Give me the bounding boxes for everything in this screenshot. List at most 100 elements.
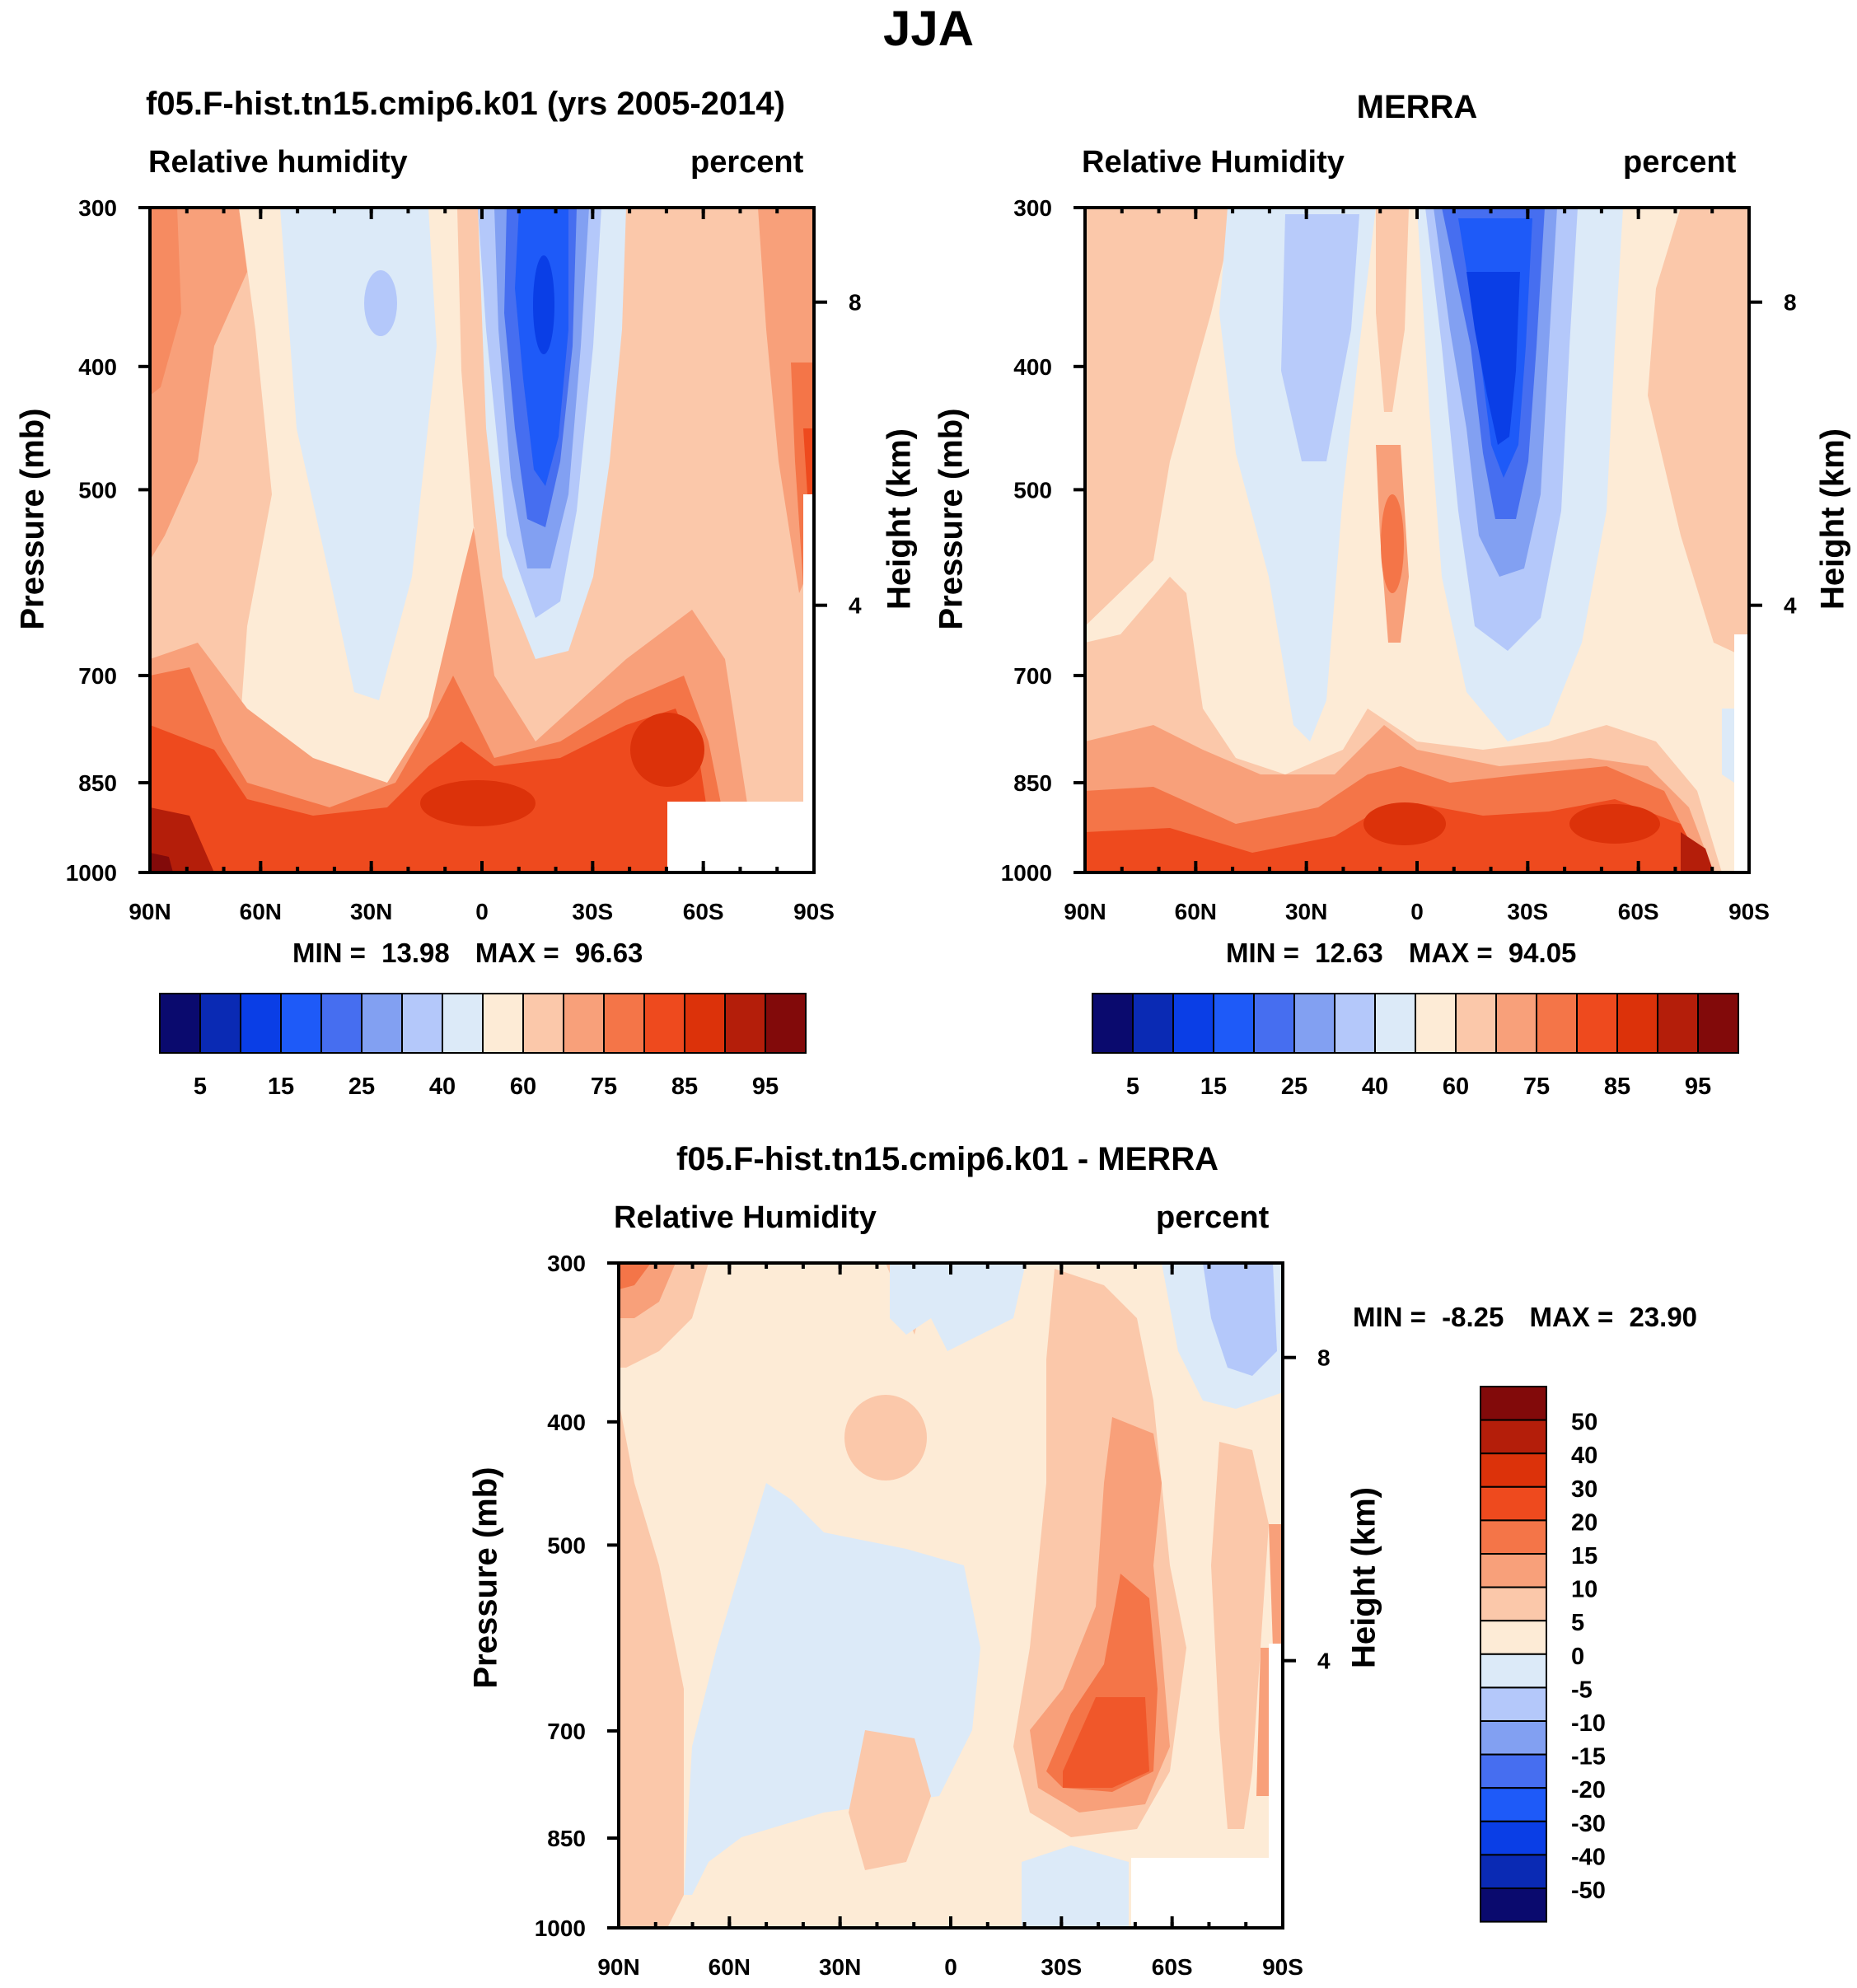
panel3-xtick-label: 30S	[1041, 1954, 1082, 1980]
panel1-colorbar-label: 40	[429, 1074, 456, 1100]
panel1-colorbar-box	[684, 993, 726, 1054]
panel1-colorbar-label: 95	[752, 1074, 779, 1100]
panel3-colorbar-label: -15	[1571, 1744, 1606, 1770]
panel2-colorbar-box	[1576, 993, 1618, 1054]
panel1-colorbar-box	[724, 993, 766, 1054]
panel1-xtick-label: 30N	[350, 899, 392, 924]
panel2-min-value: 12.63	[1315, 938, 1383, 968]
panel2-colorbar-box	[1213, 993, 1255, 1054]
panel3-colorbar-box	[1480, 1887, 1547, 1923]
panel3-colorbar-box	[1480, 1485, 1547, 1522]
panel3-title: f05.F-hist.tn15.cmip6.k01 - MERRA	[676, 1141, 1219, 1177]
panel1-max-label: MAX =	[475, 938, 559, 968]
panel1-colorbar-label: 25	[348, 1074, 375, 1100]
panel1-xtick-label: 0	[475, 899, 489, 924]
panel1-ytick-label: 850	[78, 770, 117, 796]
panel3-min-value: -8.25	[1442, 1302, 1504, 1332]
panel3-xtick-label: 90N	[597, 1954, 639, 1980]
panel2-ytick-label: 500	[1013, 477, 1052, 503]
panel3-max-label: MAX =	[1529, 1302, 1614, 1332]
panel1-min-value: 13.98	[381, 938, 450, 968]
panel2-ytick-label: 850	[1013, 770, 1052, 796]
page-title: JJA	[882, 1, 975, 56]
panel1-colorbar-box	[240, 993, 282, 1054]
panel2-ytick-label: 1000	[1001, 860, 1052, 886]
panel3-colorbar-box	[1480, 1519, 1547, 1555]
panel3-minmax: MIN = -8.25 MAX = 23.90	[1353, 1302, 1697, 1333]
panel2-colorbar-box	[1415, 993, 1457, 1054]
panel1-colorbar-box	[199, 993, 241, 1054]
panel1-xtick-label: 60N	[240, 899, 282, 924]
panel3-y2label: Height (km)	[1345, 1487, 1382, 1668]
panel1-ytick-label: 300	[78, 195, 117, 221]
panel1-ytick-label: 1000	[66, 860, 117, 886]
panel3-colorbar-box	[1480, 1553, 1547, 1588]
panel2-colorbar-label: 85	[1604, 1074, 1630, 1100]
panel2-colorbar-box	[1657, 993, 1699, 1054]
panel3-colorbar-label: -5	[1571, 1677, 1593, 1703]
panel1-max-value: 96.63	[574, 938, 643, 968]
panel2-colorbar-box	[1092, 993, 1134, 1054]
panel2-contours	[1085, 208, 1749, 872]
panel2-colorbar-box	[1334, 993, 1376, 1054]
panel1-colorbar-box	[643, 993, 685, 1054]
panel3-ytick-label: 300	[547, 1251, 586, 1276]
panel3-colorbar-label: 5	[1571, 1610, 1584, 1636]
panel3-units: percent	[1156, 1200, 1270, 1235]
panel3-colorbar-box	[1480, 1753, 1547, 1789]
panel3-xtick-label: 60N	[709, 1954, 751, 1980]
panel2-minmax: MIN = 12.63 MAX = 94.05	[1226, 938, 1576, 969]
panel1-colorbar-box	[159, 993, 201, 1054]
panel1-y2tick-label: 4	[849, 593, 862, 619]
panel2-ylabel: Pressure (mb)	[933, 408, 970, 630]
panel3-colorbar-box	[1480, 1686, 1547, 1722]
panel3-ylabel: Pressure (mb)	[467, 1466, 504, 1689]
panel1-colorbar-box	[603, 993, 645, 1054]
panel2-xtick-label: 30N	[1285, 899, 1327, 924]
panel2-y2tick-label: 4	[1784, 593, 1797, 619]
panel3-frame	[617, 1261, 1284, 1930]
panel2-y2label: Height (km)	[1814, 428, 1851, 610]
panel3-contours	[619, 1263, 1283, 1928]
panel1-minmax: MIN = 13.98 MAX = 96.63	[292, 938, 643, 969]
panel1-variable: Relative humidity	[148, 145, 408, 180]
panel1-xtick-label: 90N	[129, 899, 171, 924]
panel1-ytick-label: 700	[78, 663, 117, 689]
panel2-variable: Relative Humidity	[1082, 145, 1345, 180]
panel1-ytick-label: 500	[78, 477, 117, 503]
panel1-colorbar-label: 5	[194, 1074, 207, 1100]
panel2-colorbar-box	[1374, 993, 1416, 1054]
panel2-xtick-label: 60N	[1175, 899, 1217, 924]
panel1-colorbar-label: 85	[671, 1074, 698, 1100]
panel1-colorbar-label: 75	[591, 1074, 617, 1100]
panel2-xtick-label: 60S	[1618, 899, 1659, 924]
panel2-ytick-label: 700	[1013, 663, 1052, 689]
panel3-colorbar-box	[1480, 1419, 1547, 1455]
panel3-colorbar-label: 40	[1571, 1443, 1597, 1469]
panel2-colorbar-box	[1536, 993, 1578, 1054]
panel3-colorbar-box	[1480, 1854, 1547, 1889]
panel3-colorbar-box	[1480, 1820, 1547, 1856]
panel3-colorbar-label: 20	[1571, 1509, 1597, 1536]
panel3-colorbar-box	[1480, 1452, 1547, 1488]
panel1-colorbar-box	[280, 993, 322, 1054]
panel1-colorbar-box	[563, 993, 605, 1054]
panel2-colorbar-box	[1172, 993, 1214, 1054]
panel2-xtick-label: 0	[1410, 899, 1424, 924]
panel1-colorbar-box	[482, 993, 524, 1054]
panel3-colorbar-box	[1480, 1653, 1547, 1689]
panel2-y2tick-label: 8	[1784, 290, 1797, 316]
panel2-colorbar-box	[1253, 993, 1295, 1054]
panel1-min-label: MIN =	[292, 938, 366, 968]
panel3-colorbar-box	[1480, 1720, 1547, 1756]
panel3-colorbar-box	[1480, 1787, 1547, 1822]
panel3-colorbar-label: -10	[1571, 1710, 1606, 1737]
panel2-colorbar-label: 95	[1685, 1074, 1711, 1100]
panel1-xtick-label: 60S	[683, 899, 724, 924]
panel3-ytick-label: 850	[547, 1826, 586, 1851]
panel3-colorbar-label: 50	[1571, 1410, 1597, 1436]
panel1-colorbar-box	[522, 993, 564, 1054]
panel2-frame	[1083, 206, 1751, 874]
panel2-colorbar-box	[1697, 993, 1739, 1054]
